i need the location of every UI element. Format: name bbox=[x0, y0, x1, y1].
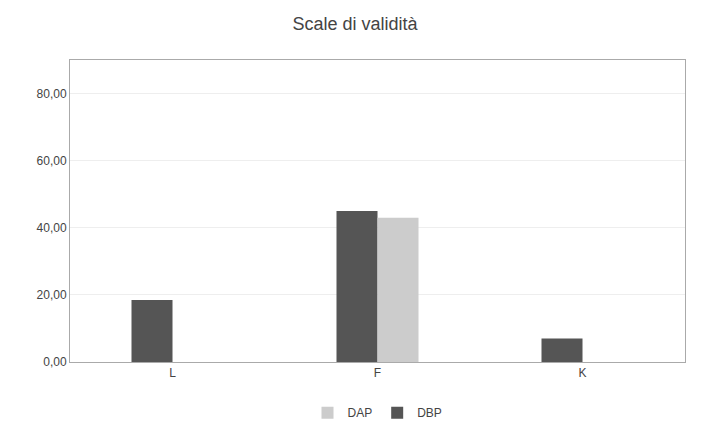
svg-text:0,00: 0,00 bbox=[43, 355, 67, 369]
svg-text:F: F bbox=[374, 366, 381, 380]
svg-text:L: L bbox=[169, 366, 176, 380]
svg-text:60,00: 60,00 bbox=[37, 154, 67, 168]
svg-text:DBP: DBP bbox=[417, 406, 442, 420]
svg-text:K: K bbox=[578, 366, 586, 380]
svg-text:80,00: 80,00 bbox=[37, 87, 67, 101]
svg-text:Scale di validità: Scale di validità bbox=[292, 14, 418, 34]
svg-text:20,00: 20,00 bbox=[37, 288, 67, 302]
svg-text:DAP: DAP bbox=[348, 406, 373, 420]
svg-text:40,00: 40,00 bbox=[37, 221, 67, 235]
